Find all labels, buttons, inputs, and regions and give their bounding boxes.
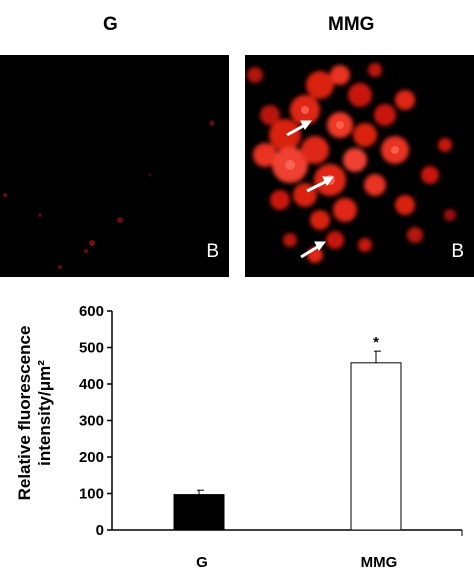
y-tick-label: 600 <box>79 303 104 320</box>
micrograph-g-image <box>3 120 215 269</box>
y-tick-label: 200 <box>79 449 104 466</box>
micrograph-mmg-image <box>247 63 456 263</box>
y-tick-label: 300 <box>79 413 104 430</box>
panel-header-g: G <box>103 14 118 35</box>
y-tick-label: 400 <box>79 376 104 393</box>
y-axis-label-line2: intensity/μm² <box>35 360 54 466</box>
significance-marker: * <box>373 334 379 351</box>
micrograph-mmg: B <box>245 55 474 277</box>
plot-area: 0 100 200 300 400 500 600 G * MMG <box>79 303 463 571</box>
panel-letter-mmg: B <box>451 241 464 262</box>
x-category-label: G <box>196 554 208 571</box>
y-tick-label: 500 <box>79 340 104 357</box>
y-axis-label: Relative fluorescence intensity/μm² <box>15 326 54 501</box>
y-tick-label: 0 <box>96 522 104 539</box>
bar-g <box>173 494 225 531</box>
y-axis-label-line1: Relative fluorescence <box>15 326 34 501</box>
y-tick-label: 100 <box>79 486 104 503</box>
panel-header-mmg: MMG <box>328 14 375 35</box>
bar-mmg <box>350 362 402 531</box>
bar-chart: Relative fluorescence intensity/μm² 0 100… <box>15 303 463 571</box>
x-category-label: MMG <box>361 554 398 571</box>
panel-letter-g: B <box>206 241 219 262</box>
micrograph-g: B <box>0 55 229 277</box>
